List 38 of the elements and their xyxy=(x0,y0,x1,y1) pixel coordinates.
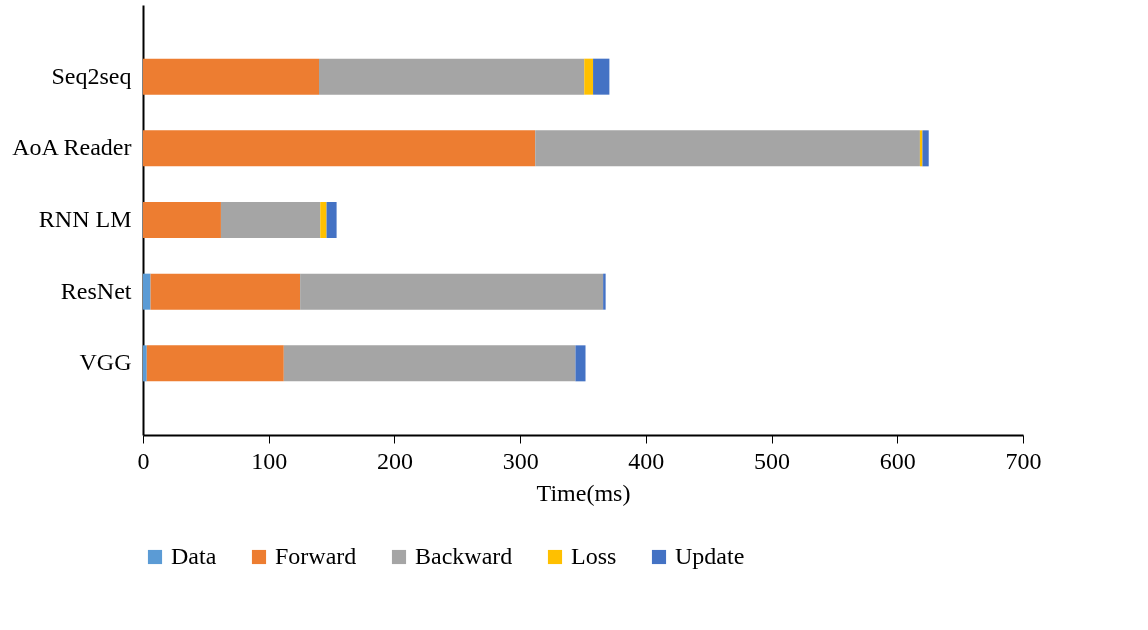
x-axis-title: Time(ms) xyxy=(536,479,631,506)
bar xyxy=(283,345,576,382)
bar xyxy=(143,273,151,310)
bar xyxy=(584,58,594,95)
x-tick-label: 200 xyxy=(376,447,413,474)
bar xyxy=(150,273,301,310)
bar xyxy=(326,202,337,238)
x-tick-label: 400 xyxy=(628,447,665,474)
x-tick-label: 600 xyxy=(879,447,916,474)
bar xyxy=(593,58,610,95)
y-tick-label: VGG xyxy=(79,349,132,376)
legend-label: Forward xyxy=(275,543,357,569)
bar xyxy=(143,345,147,382)
y-tick-label: AoA Reader xyxy=(12,134,132,161)
x-tick-label: 700 xyxy=(1005,447,1042,474)
x-tick-label: 300 xyxy=(502,447,539,474)
y-tick-label: RNN LM xyxy=(38,206,132,232)
y-tick-label: Seq2seq xyxy=(51,62,132,89)
legend-label: Backward xyxy=(415,543,513,569)
y-tick-label: ResNet xyxy=(60,277,132,304)
bar xyxy=(300,273,604,310)
bar xyxy=(535,130,920,167)
legend-label: Data xyxy=(171,543,217,569)
bar xyxy=(603,273,606,310)
x-tick-label: 0 xyxy=(137,447,150,474)
bar xyxy=(922,130,929,167)
bar xyxy=(575,345,586,382)
bar xyxy=(143,58,319,95)
bar xyxy=(319,58,585,95)
bar xyxy=(220,202,321,238)
bar xyxy=(143,202,221,238)
x-tick-label: 500 xyxy=(754,447,791,474)
legend-label: Loss xyxy=(571,543,617,569)
bar xyxy=(143,130,536,167)
legend-label: Update xyxy=(675,543,745,569)
bar xyxy=(320,202,327,238)
bar xyxy=(146,345,284,382)
x-tick-label: 100 xyxy=(251,447,288,474)
